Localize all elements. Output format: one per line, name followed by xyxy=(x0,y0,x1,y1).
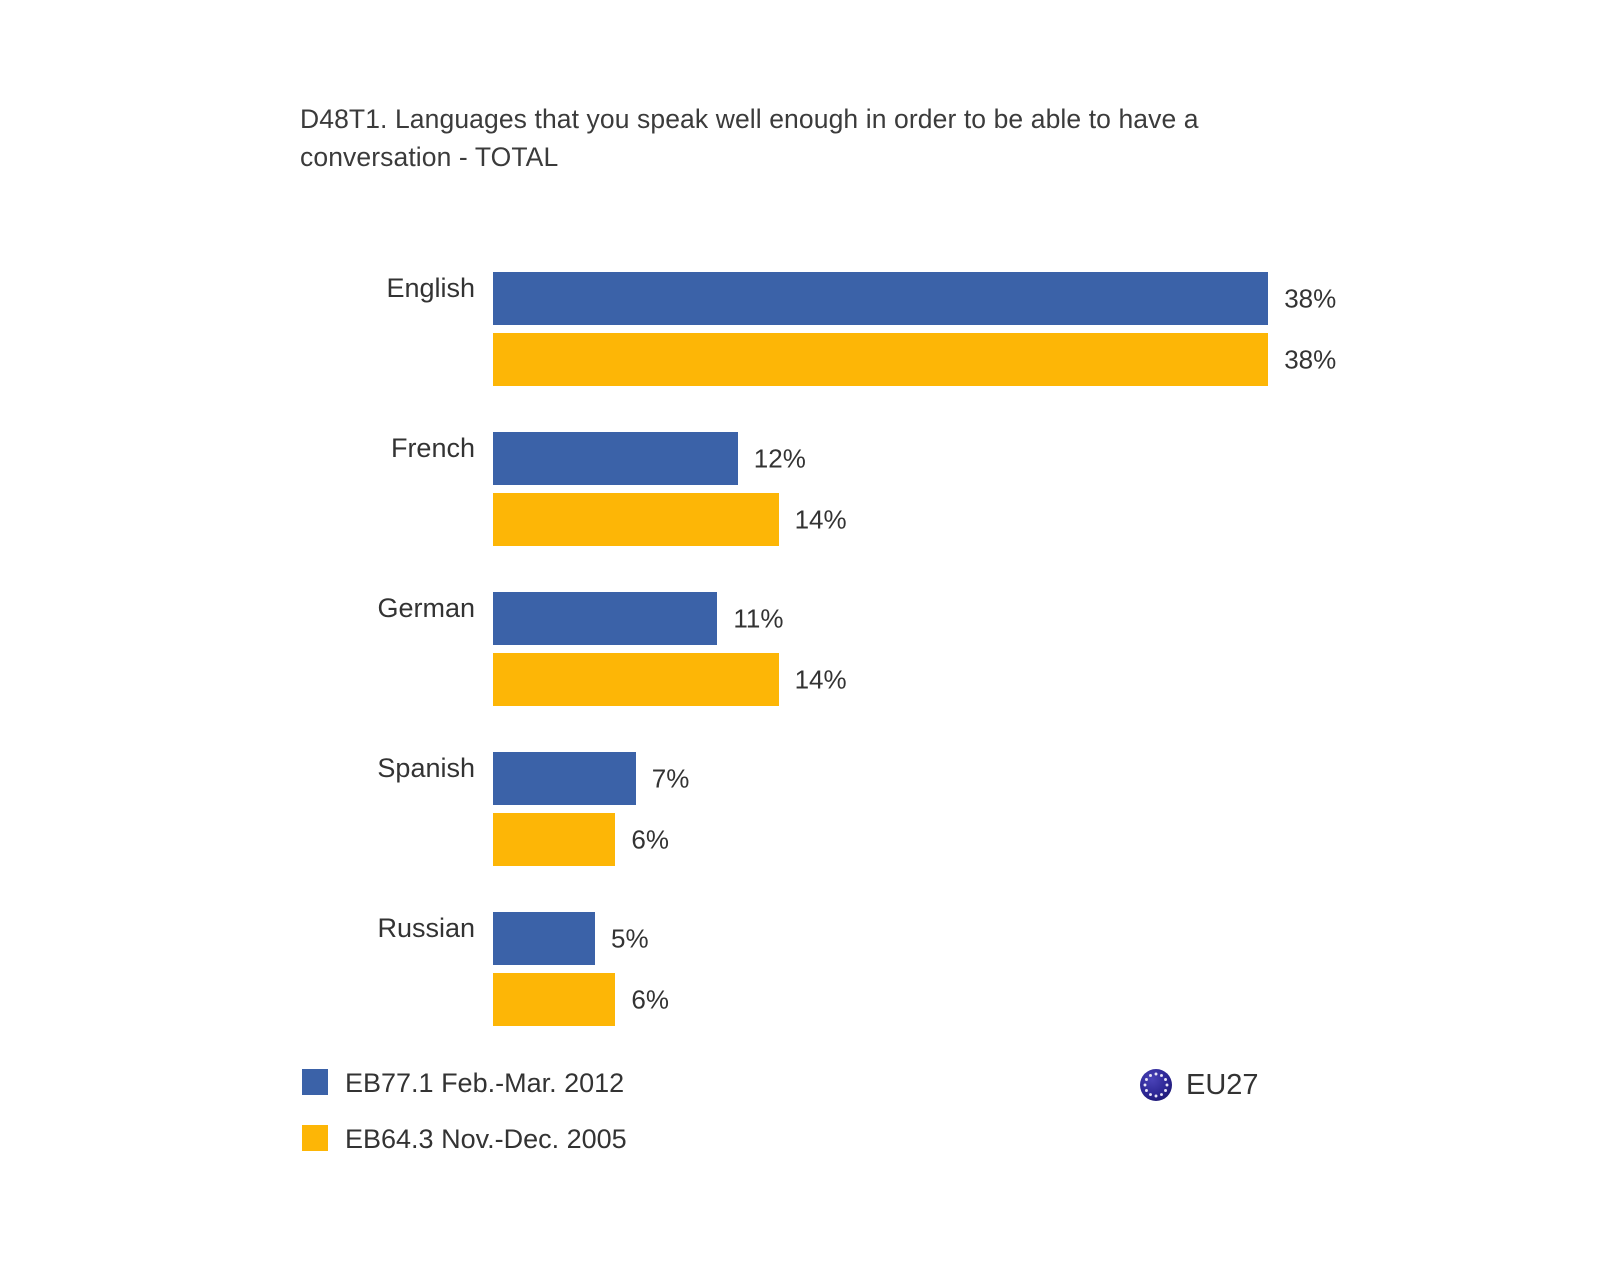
bar-value-label: 14% xyxy=(794,664,847,694)
bar-french-series-0[interactable] xyxy=(493,432,738,485)
eu-flag-icon xyxy=(1140,1069,1172,1101)
bar-french-series-1[interactable] xyxy=(493,493,779,546)
legend-swatch-icon xyxy=(302,1069,328,1095)
bar-spanish-series-0[interactable] xyxy=(493,752,636,805)
bar-row: 38% xyxy=(493,333,1468,386)
bar-row: 11% xyxy=(493,592,917,645)
legend-label: EB64.3 Nov.-Dec. 2005 xyxy=(345,1124,627,1154)
bar-value-label: 38% xyxy=(1284,283,1337,313)
category-label-spanish: Spanish xyxy=(377,753,475,783)
bar-row: 12% xyxy=(493,432,938,485)
bar-row: 14% xyxy=(493,493,979,546)
bar-row: 14% xyxy=(493,653,979,706)
legend-label: EB77.1 Feb.-Mar. 2012 xyxy=(345,1068,625,1098)
category-label-french: French xyxy=(390,433,475,463)
bar-value-label: 12% xyxy=(753,443,806,473)
bar-group: Spanish 7% 6% xyxy=(0,707,1600,867)
bar-row: 7% xyxy=(493,752,836,805)
bar-english-series-1[interactable] xyxy=(493,333,1269,386)
category-label-german: German xyxy=(377,593,475,623)
bar-row: 6% xyxy=(493,973,815,1026)
bar-value-label: 5% xyxy=(611,923,649,953)
bar-german-series-1[interactable] xyxy=(493,653,779,706)
category-label-russian: Russian xyxy=(377,913,475,943)
bar-value-label: 6% xyxy=(631,824,669,854)
category-label-english: English xyxy=(386,273,475,303)
bar-german-series-0[interactable] xyxy=(493,592,718,645)
bar-value-label: 14% xyxy=(794,504,847,534)
bar-group: German 11% 14% xyxy=(0,547,1600,707)
chart-title: D48T1. Languages that you speak well eno… xyxy=(300,104,1207,172)
bar-value-label: 11% xyxy=(733,603,784,633)
eu27-badge-label: EU27 xyxy=(1186,1069,1259,1101)
bar-russian-series-0[interactable] xyxy=(493,912,595,965)
legend-swatch-icon xyxy=(302,1125,328,1151)
bar-value-label: 38% xyxy=(1284,344,1337,374)
bar-group: French 12% 14% xyxy=(0,387,1600,547)
bar-russian-series-1[interactable] xyxy=(493,973,616,1026)
bar-row: 6% xyxy=(493,813,815,866)
bar-english-series-0[interactable] xyxy=(493,272,1269,325)
bar-row: 5% xyxy=(493,912,795,965)
bar-group: English 38% 38% xyxy=(0,227,1600,387)
bar-row: 38% xyxy=(493,272,1468,325)
bar-spanish-series-1[interactable] xyxy=(493,813,616,866)
bar-value-label: 6% xyxy=(631,984,669,1014)
bar-value-label: 7% xyxy=(651,763,690,793)
bar-group: Russian 5% 6% xyxy=(0,867,1600,1027)
